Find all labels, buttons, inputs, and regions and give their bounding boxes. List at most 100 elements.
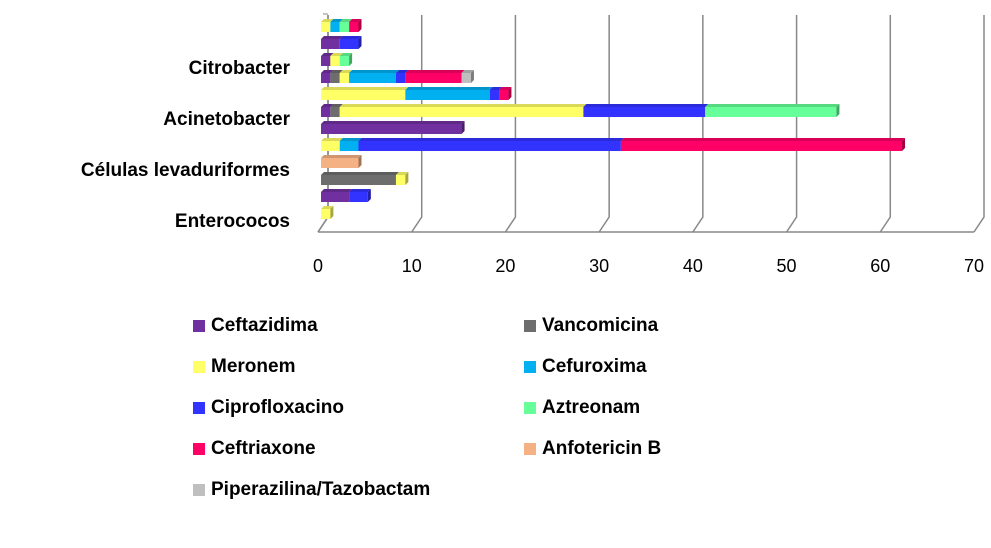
- bar: [321, 192, 350, 202]
- bar: [330, 56, 340, 66]
- bar-side: [358, 19, 362, 32]
- bar: [330, 22, 340, 32]
- legend-label: Anfotericin B: [542, 438, 661, 459]
- legend-swatch: [193, 402, 205, 414]
- bar: [358, 141, 621, 151]
- bar: [321, 209, 331, 219]
- bar-side: [358, 36, 362, 49]
- x-tick-label: 40: [683, 256, 703, 276]
- bar-top: [321, 121, 465, 124]
- bar: [583, 107, 706, 117]
- y-tick-label: Enterococos: [175, 211, 290, 232]
- x-tick-label: 30: [589, 256, 609, 276]
- bar-side: [367, 189, 371, 202]
- bar-side: [330, 206, 334, 219]
- bar: [321, 107, 331, 117]
- bar: [339, 73, 350, 83]
- bar-top: [321, 138, 343, 141]
- bar-top: [321, 189, 353, 192]
- legend-label: Cefuroxima: [542, 356, 647, 377]
- bar: [321, 39, 340, 49]
- bar: [321, 73, 331, 83]
- bar-top: [349, 19, 362, 22]
- bar-top: [330, 104, 343, 107]
- bar-top: [405, 87, 493, 90]
- bar-top: [321, 19, 334, 22]
- bar-side: [902, 138, 906, 151]
- bar: [461, 73, 471, 83]
- bar-top: [489, 87, 503, 90]
- grid-line: [692, 15, 704, 233]
- bar-side: [358, 155, 362, 168]
- bar-top: [339, 19, 353, 22]
- grid-line: [973, 15, 985, 233]
- bar-side: [508, 87, 512, 100]
- bar-top: [358, 138, 624, 141]
- bar: [499, 90, 509, 100]
- bar-top: [339, 104, 587, 107]
- bar: [339, 56, 350, 66]
- bar: [489, 90, 500, 100]
- bar-top: [499, 87, 512, 90]
- bar-top: [705, 104, 840, 107]
- bar: [339, 39, 359, 49]
- legend-swatch: [524, 402, 536, 414]
- bar-top: [395, 172, 409, 175]
- bar: [349, 192, 368, 202]
- bar: [395, 73, 406, 83]
- y-tick-label: Citrobacter: [189, 58, 291, 79]
- bar-top: [321, 172, 399, 175]
- bar-top: [395, 70, 409, 73]
- bar: [321, 141, 340, 151]
- x-tick-label: 10: [402, 256, 422, 276]
- legend-swatch: [193, 361, 205, 373]
- bar-side: [405, 172, 409, 185]
- bar-top: [321, 104, 334, 107]
- bar-top: [339, 53, 353, 56]
- legend-swatch: [524, 320, 536, 332]
- bar-top: [349, 70, 399, 73]
- bar: [395, 175, 406, 185]
- bar: [330, 73, 340, 83]
- bar: [321, 124, 462, 134]
- bar-top: [321, 155, 362, 158]
- bar-top: [349, 189, 371, 192]
- bar: [705, 107, 837, 117]
- bar-top: [461, 70, 474, 73]
- bar-top: [583, 104, 709, 107]
- bar: [349, 22, 359, 32]
- legend-label: Ceftazidima: [211, 315, 318, 336]
- legend-swatch: [193, 443, 205, 455]
- x-tick-label: 20: [495, 256, 515, 276]
- bar-top: [321, 206, 334, 209]
- bar: [339, 107, 584, 117]
- bar: [349, 73, 396, 83]
- bar: [330, 107, 340, 117]
- legend-swatch: [524, 361, 536, 373]
- grid-line: [504, 15, 517, 233]
- x-tick-label: 60: [870, 256, 890, 276]
- legend-label: Vancomicina: [542, 315, 659, 336]
- legend-swatch: [193, 484, 205, 496]
- bar: [321, 175, 396, 185]
- grid-line: [879, 15, 892, 233]
- grid-line: [598, 15, 610, 233]
- legend-label: Meronem: [211, 356, 295, 377]
- x-tick-label: 0: [313, 256, 323, 276]
- grid-line: [785, 15, 798, 233]
- bar-side: [461, 121, 465, 134]
- bar-side: [349, 53, 353, 66]
- bar-top: [339, 138, 362, 141]
- legend-label: Ceftriaxone: [211, 438, 316, 459]
- y-tick-label: Acinetobacter: [163, 109, 290, 130]
- bar: [405, 73, 462, 83]
- bar: [620, 141, 903, 151]
- legend-swatch: [524, 443, 536, 455]
- bar: [321, 22, 331, 32]
- x-tick-label: 70: [964, 256, 984, 276]
- bar-top: [330, 53, 343, 56]
- bar-top: [330, 19, 343, 22]
- bar-top: [405, 70, 465, 73]
- bar-side: [470, 70, 474, 83]
